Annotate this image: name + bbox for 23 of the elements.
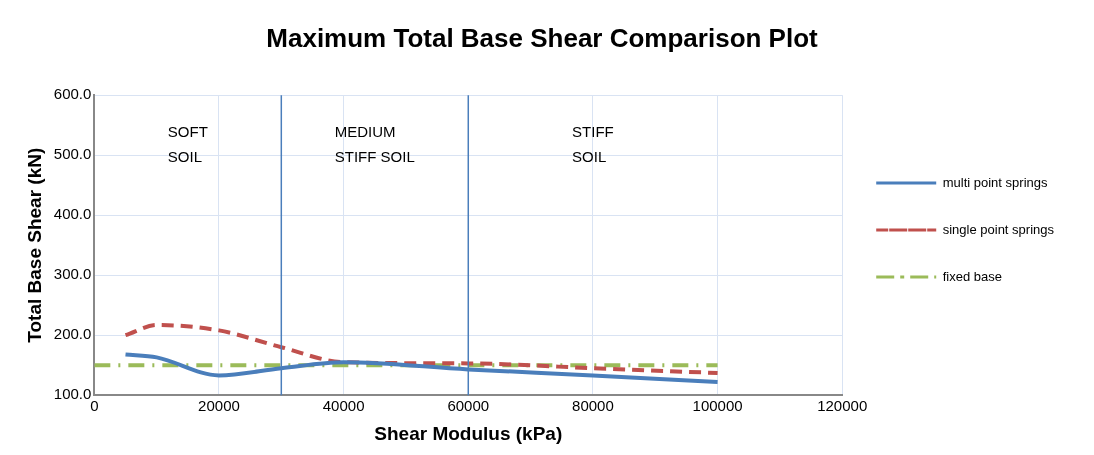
x-tick-label: 60000 <box>447 397 490 415</box>
line-series <box>123 323 720 375</box>
legend-label: multi point springs <box>942 174 1048 190</box>
x-tick-label: 20000 <box>198 397 240 415</box>
y-tick-label: 100.0 <box>53 385 92 403</box>
chart-title: Maximum Total Base Shear Comparison Plot <box>266 22 819 53</box>
x-tick-label: 40000 <box>322 397 365 415</box>
x-axis-title: Shear Modulus (kPa) <box>374 422 563 444</box>
x-tick-label: 0 <box>90 397 99 415</box>
y-tick-label: 600.0 <box>53 85 92 103</box>
x-tick-label: 80000 <box>572 397 614 415</box>
y-tick-label: 300.0 <box>53 265 92 283</box>
annotation: STIFF SOIL <box>572 123 614 166</box>
legend-label: single point springs <box>942 221 1055 237</box>
x-tick-label: 120000 <box>817 397 868 415</box>
y-tick-label: 500.0 <box>53 145 92 163</box>
legend-label: fixed base <box>942 268 1002 284</box>
y-tick-label: 200.0 <box>53 325 92 343</box>
y-tick-label: 400.0 <box>53 205 92 223</box>
annotation: MEDIUM STIFF SOIL <box>334 123 415 166</box>
y-axis-title: Total Base Shear (kN) <box>23 147 45 343</box>
annotation: SOFT SOIL <box>167 123 208 166</box>
x-tick-label: 100000 <box>692 397 743 415</box>
